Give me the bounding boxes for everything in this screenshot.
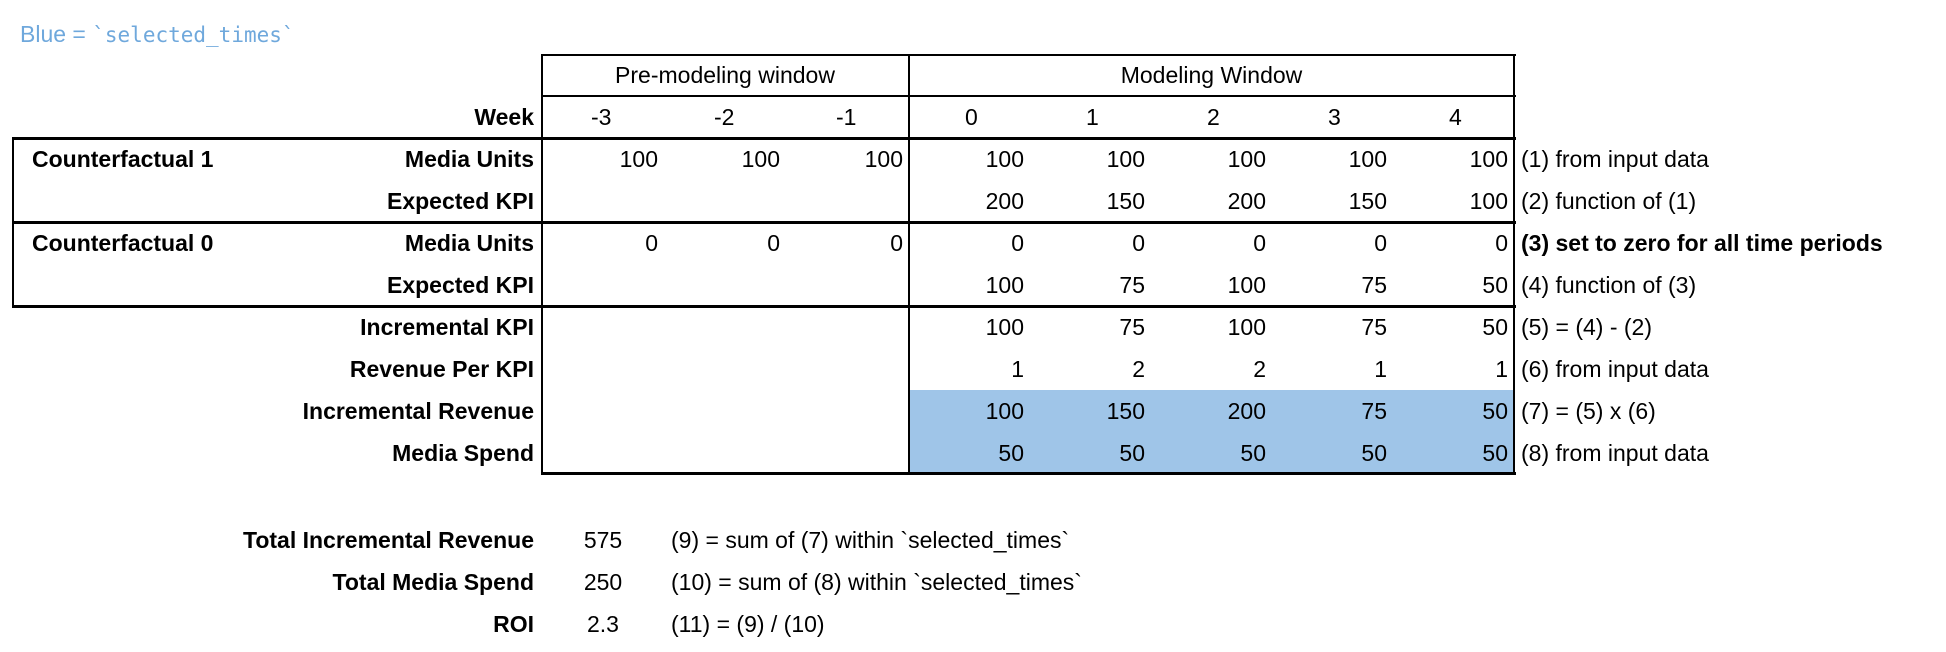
- legend: Blue = `selected_times`: [20, 14, 295, 56]
- table-border-bottom: [541, 472, 1516, 475]
- table-border-top: [541, 54, 1516, 56]
- table-cell: 75: [1361, 398, 1387, 424]
- summary-value: 250: [583, 569, 623, 595]
- table-cell: 0: [1011, 230, 1024, 256]
- row-label: Media Units: [404, 146, 534, 172]
- table-cell: 200: [1227, 398, 1266, 424]
- row-note: (6) from input data: [1521, 356, 1709, 382]
- week-header: -1: [836, 104, 857, 130]
- table-cell: 100: [985, 146, 1024, 172]
- selected-times-highlight: [909, 390, 1514, 474]
- row-note: (4) function of (3): [1521, 272, 1697, 298]
- table-cell: 0: [767, 230, 780, 256]
- week-header: -3: [591, 104, 612, 130]
- table-cell: 100: [1469, 146, 1508, 172]
- row-label: Media Units: [404, 230, 534, 256]
- group-header-modeling: Modeling Window: [1120, 62, 1303, 88]
- group-header-pre-modeling: Pre-modeling window: [615, 62, 835, 88]
- table-cell: 50: [1240, 440, 1266, 466]
- table-cell: 0: [1132, 230, 1145, 256]
- table-cell: 0: [1495, 230, 1508, 256]
- table-cell: 75: [1361, 314, 1387, 340]
- table-cell: 50: [1482, 272, 1508, 298]
- row-note: (5) = (4) - (2): [1521, 314, 1652, 340]
- summary-label: ROI: [493, 611, 534, 637]
- table-border-right: [1513, 54, 1515, 475]
- row-label: Revenue Per KPI: [349, 356, 534, 382]
- counterfactual-box-bottom-right: [541, 305, 1516, 308]
- table-cell: 0: [1374, 230, 1387, 256]
- table-cell: 200: [1227, 188, 1266, 214]
- table-cell: 100: [1106, 146, 1145, 172]
- table-cell: 50: [1119, 440, 1145, 466]
- summary-value: 575: [583, 527, 623, 553]
- table-border-left: [541, 54, 543, 475]
- table-cell: 0: [1253, 230, 1266, 256]
- table-cell: 150: [1106, 188, 1145, 214]
- table-cell: 50: [1482, 440, 1508, 466]
- table-cell: 100: [1227, 272, 1266, 298]
- table-cell: 50: [998, 440, 1024, 466]
- table-cell: 150: [1106, 398, 1145, 424]
- header-divider: [541, 95, 1516, 97]
- table-cell: 100: [985, 272, 1024, 298]
- row-label: Media Spend: [392, 440, 534, 466]
- table-cell: 1: [1374, 356, 1387, 382]
- table-cell: 150: [1348, 188, 1387, 214]
- table-cell: 1: [1495, 356, 1508, 382]
- row-label: Incremental KPI: [360, 314, 534, 340]
- table-cell: 0: [645, 230, 658, 256]
- table-cell: 2: [1132, 356, 1145, 382]
- row-note: (3) set to zero for all time periods: [1521, 230, 1883, 256]
- row-label: Expected KPI: [387, 272, 534, 298]
- group-label-counterfactual-1: Counterfactual 1: [32, 146, 214, 172]
- legend-prefix: Blue =: [20, 21, 93, 47]
- week-label: Week: [474, 104, 534, 130]
- counterfactual-divider: [12, 221, 542, 224]
- table-cell: 0: [890, 230, 903, 256]
- row-note: (8) from input data: [1521, 440, 1709, 466]
- row-note: (2) function of (1): [1521, 188, 1697, 214]
- summary-label: Total Incremental Revenue: [243, 527, 534, 553]
- table-cell: 1: [1011, 356, 1024, 382]
- week-header: 2: [1207, 104, 1220, 130]
- summary-note: (11) = (9) / (10): [671, 611, 825, 637]
- week-header: 3: [1328, 104, 1341, 130]
- table-cell: 50: [1482, 398, 1508, 424]
- week-header: 4: [1449, 104, 1462, 130]
- summary-note: (9) = sum of (7) within `selected_times`: [671, 527, 1070, 553]
- week-divider: [12, 137, 1516, 140]
- week-header: -2: [714, 104, 735, 130]
- summary-label: Total Media Spend: [332, 569, 534, 595]
- legend-code: `selected_times`: [92, 23, 295, 47]
- table-cell: 75: [1361, 272, 1387, 298]
- table-cell: 100: [985, 314, 1024, 340]
- table-cell: 100: [741, 146, 780, 172]
- summary-value: 2.3: [587, 611, 619, 637]
- table-cell: 50: [1482, 314, 1508, 340]
- group-label-counterfactual-0: Counterfactual 0: [32, 230, 214, 256]
- row-label: Incremental Revenue: [302, 398, 534, 424]
- table-cell: 100: [864, 146, 903, 172]
- table-cell: 50: [1361, 440, 1387, 466]
- week-header: 1: [1086, 104, 1099, 130]
- window-divider: [908, 54, 910, 475]
- table-cell: 100: [1469, 188, 1508, 214]
- table-cell: 2: [1253, 356, 1266, 382]
- summary-note: (10) = sum of (8) within `selected_times…: [671, 569, 1082, 595]
- table-cell: 200: [985, 188, 1024, 214]
- counterfactual-box-bottom: [12, 305, 542, 308]
- table-cell: 100: [1348, 146, 1387, 172]
- counterfactual-divider-right: [541, 221, 1516, 224]
- row-note: (1) from input data: [1521, 146, 1709, 172]
- table-cell: 75: [1119, 314, 1145, 340]
- table-cell: 75: [1119, 272, 1145, 298]
- row-label: Expected KPI: [387, 188, 534, 214]
- table-cell: 100: [985, 398, 1024, 424]
- table-cell: 100: [619, 146, 658, 172]
- table-cell: 100: [1227, 146, 1266, 172]
- row-note: (7) = (5) x (6): [1521, 398, 1656, 424]
- table-cell: 100: [1227, 314, 1266, 340]
- week-header: 0: [965, 104, 978, 130]
